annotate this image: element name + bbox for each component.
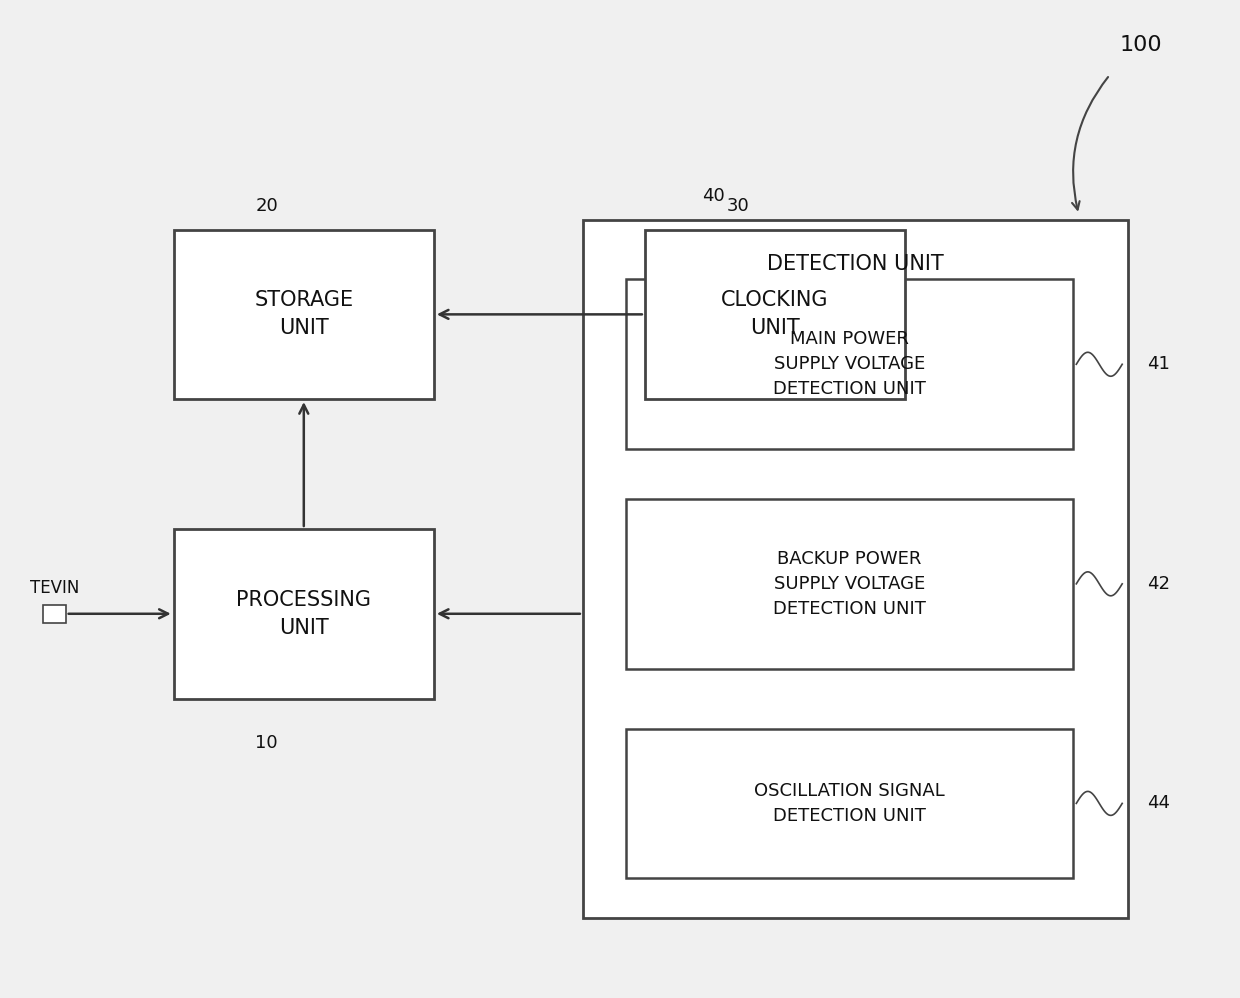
Bar <box>174 230 434 399</box>
Text: STORAGE
UNIT: STORAGE UNIT <box>254 290 353 338</box>
Bar <box>645 230 905 399</box>
Text: 40: 40 <box>702 187 724 205</box>
Text: 42: 42 <box>1147 575 1171 593</box>
Bar <box>174 529 434 699</box>
Text: OSCILLATION SIGNAL
DETECTION UNIT: OSCILLATION SIGNAL DETECTION UNIT <box>754 781 945 825</box>
Bar <box>43 605 66 623</box>
Bar <box>626 499 1073 669</box>
Text: MAIN POWER
SUPPLY VOLTAGE
DETECTION UNIT: MAIN POWER SUPPLY VOLTAGE DETECTION UNIT <box>773 330 926 398</box>
Text: BACKUP POWER
SUPPLY VOLTAGE
DETECTION UNIT: BACKUP POWER SUPPLY VOLTAGE DETECTION UN… <box>773 550 926 618</box>
Text: 44: 44 <box>1147 794 1171 812</box>
Bar <box>583 220 1128 918</box>
Bar <box>626 279 1073 449</box>
Text: CLOCKING
UNIT: CLOCKING UNIT <box>722 290 828 338</box>
Text: 30: 30 <box>727 197 749 215</box>
Text: TEVIN: TEVIN <box>30 579 79 597</box>
Text: 20: 20 <box>255 197 278 215</box>
Text: 100: 100 <box>1120 35 1162 55</box>
Text: DETECTION UNIT: DETECTION UNIT <box>768 254 944 274</box>
Bar <box>626 729 1073 878</box>
Text: 10: 10 <box>255 734 278 751</box>
Text: 41: 41 <box>1147 355 1169 373</box>
Text: PROCESSING
UNIT: PROCESSING UNIT <box>237 590 371 638</box>
